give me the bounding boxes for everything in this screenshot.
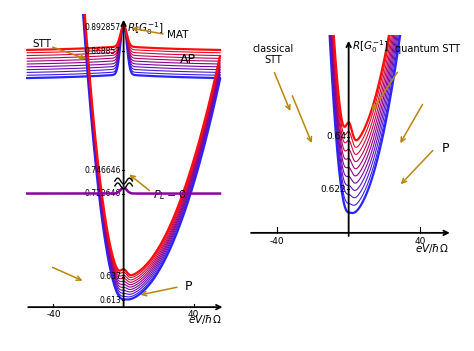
Text: P: P xyxy=(185,280,192,293)
Text: 0.892857: 0.892857 xyxy=(85,23,121,32)
Text: $eV/\hbar\Omega$: $eV/\hbar\Omega$ xyxy=(415,241,449,254)
Text: 0.637: 0.637 xyxy=(99,272,121,282)
Text: 0.622: 0.622 xyxy=(320,185,346,194)
Text: MAT: MAT xyxy=(167,31,189,40)
Text: $R[G_0^{-1}]$: $R[G_0^{-1}]$ xyxy=(352,38,389,55)
Text: 0.868857: 0.868857 xyxy=(85,47,121,56)
Text: $R[G_0^{-1}]$: $R[G_0^{-1}]$ xyxy=(127,20,164,37)
Text: 0.746646: 0.746646 xyxy=(84,166,121,175)
Text: $eV/\hbar\Omega$: $eV/\hbar\Omega$ xyxy=(188,313,222,326)
Text: $P_L = 0$: $P_L = 0$ xyxy=(154,188,187,201)
Text: STT: STT xyxy=(32,39,52,49)
Text: 0.613: 0.613 xyxy=(99,296,121,305)
Text: -40: -40 xyxy=(46,310,61,319)
Text: quantum STT: quantum STT xyxy=(395,44,460,54)
Text: 40: 40 xyxy=(415,237,426,246)
Text: AP: AP xyxy=(180,53,196,66)
Text: 40: 40 xyxy=(188,310,200,319)
Text: 0.64: 0.64 xyxy=(326,132,346,141)
Text: classical
STT: classical STT xyxy=(253,44,294,65)
Text: P: P xyxy=(442,142,449,155)
Text: -40: -40 xyxy=(270,237,284,246)
Text: 0.722646: 0.722646 xyxy=(85,189,121,198)
